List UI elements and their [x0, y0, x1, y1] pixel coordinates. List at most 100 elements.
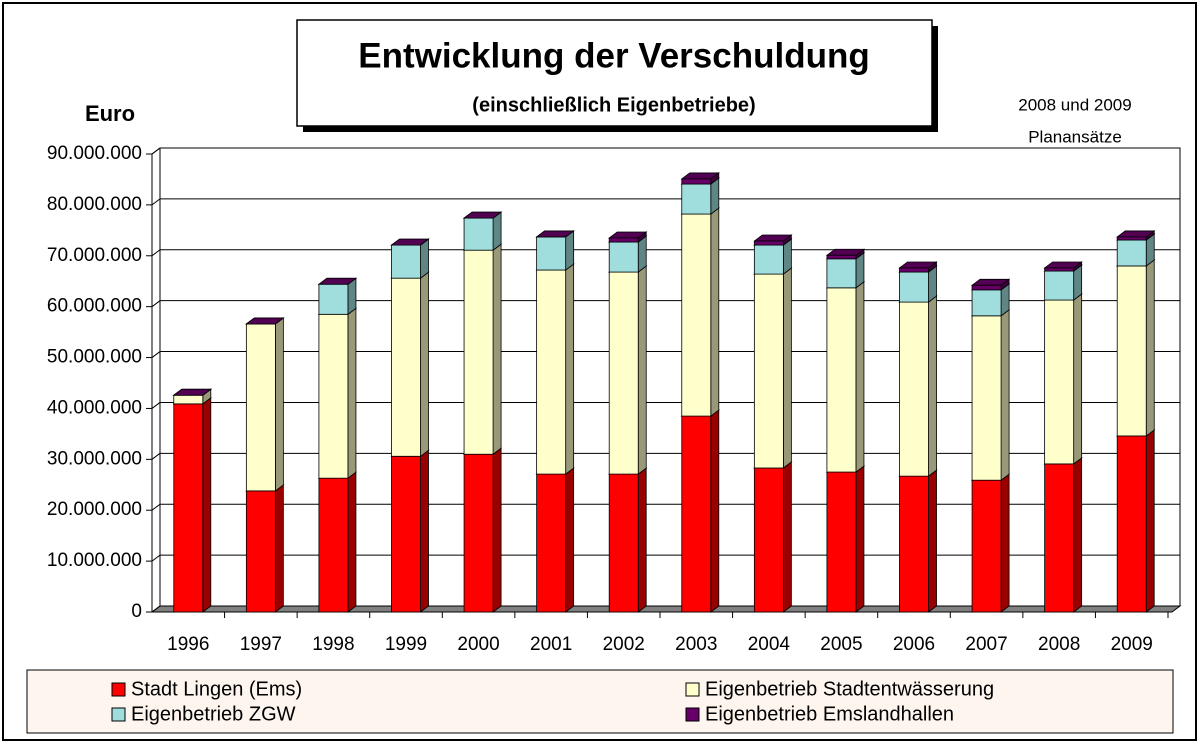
- bar-segment: [825, 465, 866, 613]
- legend-label: Stadt Lingen (Ems): [131, 678, 302, 700]
- legend-swatch: [111, 682, 126, 697]
- bar-side: [782, 267, 792, 469]
- y-tick-label: 30.000.000: [47, 448, 142, 469]
- bar-segment: [608, 265, 648, 475]
- bar-segment: [1043, 261, 1083, 272]
- bar: [318, 313, 349, 479]
- bar-segment: [462, 211, 503, 219]
- annotation: 2008 und 2009: [1018, 95, 1131, 114]
- bar-side: [1145, 259, 1155, 437]
- bar: [971, 284, 1002, 291]
- grid-line-depth: [151, 300, 161, 308]
- bar-top: [390, 238, 430, 246]
- legend-label: Eigenbetrieb Emslandhallen: [705, 703, 954, 725]
- bar: [1116, 265, 1147, 437]
- y-tick-label: 60.000.000: [47, 296, 142, 317]
- bar: [391, 244, 421, 279]
- y-tick-label: 90.000.000: [47, 143, 142, 164]
- bar-segment: [535, 263, 575, 475]
- grid-line-depth: [151, 147, 161, 155]
- bar-side: [1000, 309, 1010, 481]
- bar-segment: [825, 248, 866, 260]
- bar: [1044, 463, 1075, 613]
- legend-box: [26, 669, 1174, 734]
- bar: [1116, 236, 1147, 241]
- bar-side: [710, 207, 720, 417]
- bar: [899, 267, 929, 273]
- bar: [608, 237, 639, 243]
- bar: [608, 241, 639, 273]
- bar-side: [928, 469, 937, 613]
- bar-segment: [390, 238, 430, 246]
- bar-segment: [1115, 230, 1156, 241]
- grid-line-depth: [151, 554, 161, 562]
- x-tick-label: 2005: [820, 634, 862, 655]
- bar-segment: [680, 207, 720, 417]
- bar: [681, 183, 712, 215]
- bar-segment: [753, 267, 793, 469]
- bar: [1044, 299, 1075, 465]
- bar-side: [202, 397, 212, 613]
- x-tick-label: 1997: [240, 634, 282, 655]
- bar-side: [420, 238, 429, 279]
- bar-segment: [825, 281, 866, 473]
- legend-label: Eigenbetrieb ZGW: [131, 703, 296, 725]
- bar: [826, 287, 857, 473]
- bar-segment: [1043, 293, 1083, 465]
- bar: [1044, 267, 1075, 272]
- bar-side: [855, 281, 865, 473]
- bar: [971, 289, 1002, 317]
- x-tick-label: 2008: [1038, 634, 1080, 655]
- x-tick-label: 2003: [675, 634, 717, 655]
- bar-segment: [898, 261, 938, 273]
- legend-swatch: [111, 707, 126, 722]
- bar-top: [172, 388, 213, 396]
- x-tick-label: 2006: [893, 634, 935, 655]
- bar: [971, 479, 1002, 613]
- bar-segment: [898, 469, 938, 613]
- bar: [463, 453, 494, 613]
- y-tick-label: 0: [131, 601, 142, 622]
- bar-side: [274, 317, 284, 492]
- y-tick-label: 40.000.000: [47, 397, 142, 418]
- x-tick-label: 1996: [167, 634, 209, 655]
- bar: [608, 271, 639, 475]
- bar-side: [492, 447, 502, 613]
- bar: [245, 490, 276, 613]
- plot-floor: [150, 605, 1182, 613]
- x-tick-label: 1999: [385, 634, 427, 655]
- bar-segment: [970, 278, 1011, 291]
- grid-line-depth: [151, 503, 161, 511]
- y-tick-label: 10.000.000: [47, 550, 142, 571]
- grid-line-depth: [151, 351, 161, 358]
- bar: [173, 403, 204, 613]
- plot-back-wall: [159, 147, 1181, 607]
- bar-segment: [535, 230, 575, 238]
- bar-side: [274, 484, 284, 613]
- grid-line-depth: [151, 402, 161, 409]
- bar-segment: [1115, 259, 1156, 437]
- bar: [899, 301, 929, 477]
- bar-side: [928, 295, 937, 477]
- bar-side: [492, 211, 502, 251]
- bar-segment: [317, 277, 358, 285]
- y-axis-label: Euro: [85, 101, 135, 126]
- bar-segment: [317, 307, 358, 479]
- bar-side: [1073, 293, 1083, 465]
- bar-segment: [390, 449, 430, 613]
- bar: [899, 475, 929, 613]
- bar: [318, 477, 349, 613]
- bar-segment: [753, 461, 793, 613]
- bar-side: [637, 467, 647, 613]
- grid-line-depth: [151, 249, 161, 257]
- bar: [1116, 435, 1147, 613]
- grid-line-depth: [151, 452, 161, 460]
- bar-side: [1145, 429, 1155, 613]
- y-tick-label: 50.000.000: [47, 347, 142, 368]
- grid-line-depth: [151, 198, 161, 206]
- annotation: Planansätze: [1028, 127, 1122, 146]
- bar-segment: [680, 409, 720, 613]
- bar-segment: [245, 317, 285, 492]
- x-tick-label: 1998: [312, 634, 354, 655]
- bar-side: [347, 307, 357, 479]
